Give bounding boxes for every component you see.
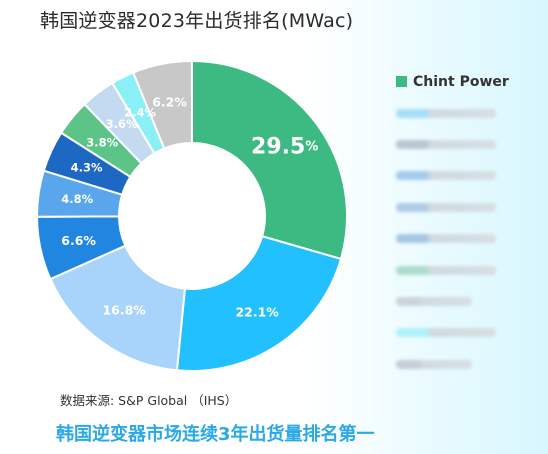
slice-value-label: 22.1% [235, 304, 279, 319]
legend-item-obscured [396, 160, 536, 191]
legend-label: Chint Power [413, 73, 509, 90]
legend-item-obscured [396, 286, 536, 317]
slice-value-label: 4.3% [71, 160, 103, 174]
obscured-legend-label [396, 171, 496, 181]
pie-slice-1 [175, 234, 343, 372]
pie-slice-2 [49, 244, 187, 372]
legend-item-obscured [396, 317, 536, 348]
obscured-legend-label [396, 202, 496, 212]
data-source-note: 数据来源: S&P Global （IHS） [60, 393, 238, 408]
legend-item-obscured [396, 254, 536, 285]
legend-item-obscured [396, 129, 536, 160]
legend-swatch [396, 76, 407, 88]
footer-headline: 韩国逆变器市场连续3年出货量排名第一 [56, 424, 375, 445]
slice-value-label: 6.2% [152, 95, 187, 110]
obscured-legend-label [396, 359, 472, 369]
legend-item-obscured [396, 223, 536, 254]
pie-slice-0 [191, 59, 348, 261]
obscured-legend-label [396, 139, 496, 149]
slice-value-label: 3.8% [86, 136, 118, 150]
slice-value-label: 29.5% [251, 134, 318, 159]
chart-title: 韩国逆变器2023年出货排名(MWac) [40, 10, 354, 32]
legend-item-obscured [396, 349, 536, 380]
slice-value-label: 16.8% [102, 303, 146, 318]
slice-value-label: 2.4% [124, 105, 156, 119]
legend-item-obscured [396, 192, 536, 223]
slice-value-label: 6.6% [61, 233, 96, 248]
legend: Chint Power [396, 66, 536, 380]
obscured-legend-label [396, 328, 496, 338]
obscured-legend-label [396, 234, 496, 244]
slice-value-label: 4.8% [61, 192, 93, 206]
obscured-legend-label [396, 265, 496, 275]
slice-value-label: 3.6% [106, 117, 138, 131]
pie-slice-9 [131, 59, 193, 150]
obscured-legend-label [396, 296, 472, 306]
obscured-legend-label [396, 108, 496, 118]
legend-item-obscured [396, 97, 536, 128]
legend-item-chint-power: Chint Power [396, 66, 536, 97]
